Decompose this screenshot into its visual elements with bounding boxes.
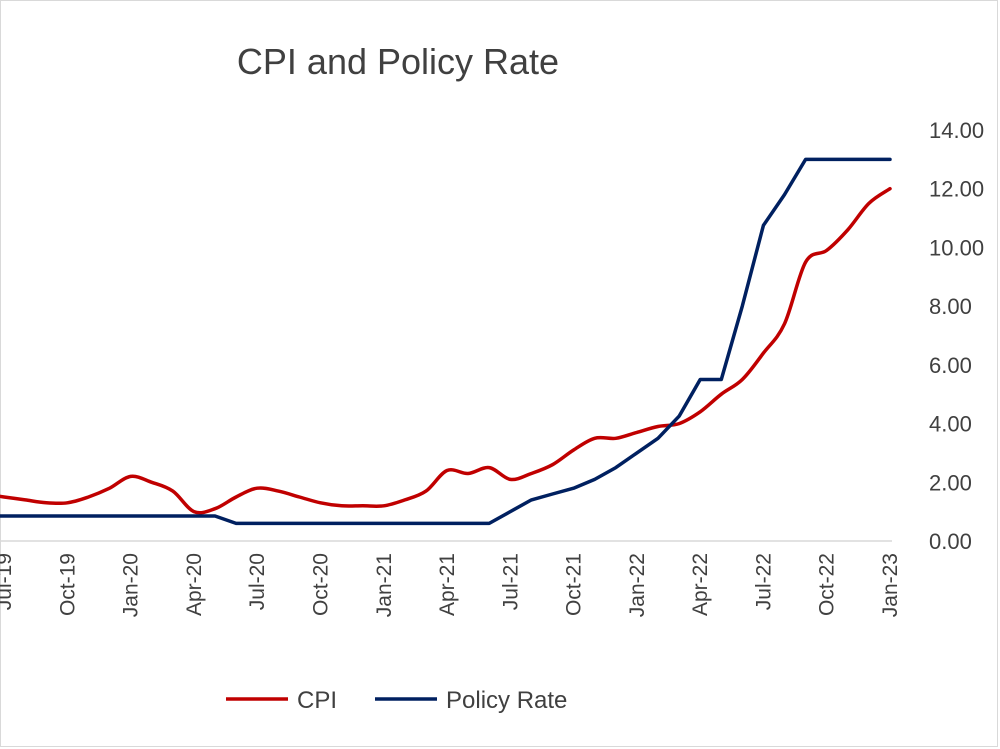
x-tick-label: Oct-20	[309, 553, 332, 616]
x-tick-label: Jan-22	[626, 553, 649, 617]
y-tick-label: 6.00	[929, 353, 972, 378]
x-tick-label: Jul-19	[0, 553, 16, 610]
x-tick-label: Oct-22	[816, 553, 839, 616]
legend: CPI Policy Rate	[226, 687, 567, 714]
x-tick-label: Jul-21	[499, 553, 522, 610]
y-tick-label: 4.00	[929, 412, 972, 437]
y-axis: 0.00 2.00 4.00 6.00 8.00 10.00 12.00 14.00	[929, 118, 984, 554]
legend-label-cpi: CPI	[297, 687, 337, 714]
y-tick-label: 2.00	[929, 470, 972, 495]
series-line-cpi	[0, 186, 892, 515]
y-tick-label: 12.00	[929, 177, 984, 202]
x-tick-label: Oct-19	[56, 553, 79, 616]
x-tick-label: Jul-22	[752, 553, 775, 610]
series-group	[0, 157, 892, 526]
x-tick-label: Apr-20	[183, 553, 206, 616]
y-tick-label: 0.00	[929, 529, 972, 554]
y-tick-label: 10.00	[929, 235, 984, 260]
series-line-policy-rate	[0, 157, 892, 526]
y-tick-label: 8.00	[929, 294, 972, 319]
x-tick-label: Apr-22	[689, 553, 712, 616]
y-tick-label: 14.00	[929, 118, 984, 143]
x-tick-label: Jan-20	[120, 553, 143, 617]
legend-label-policy-rate: Policy Rate	[446, 687, 567, 714]
x-tick-label: Jan-21	[373, 553, 396, 617]
x-tick-label: Jan-23	[879, 553, 902, 617]
x-axis: Jul-19 Oct-19 Jan-20 Apr-20 Jul-20 Oct-20 Jan-…	[0, 553, 902, 617]
x-tick-label: Apr-21	[436, 553, 459, 616]
x-tick-label: Oct-21	[563, 553, 586, 616]
x-tick-label: Jul-20	[246, 553, 269, 610]
chart-title: CPI and Policy Rate	[237, 41, 559, 82]
